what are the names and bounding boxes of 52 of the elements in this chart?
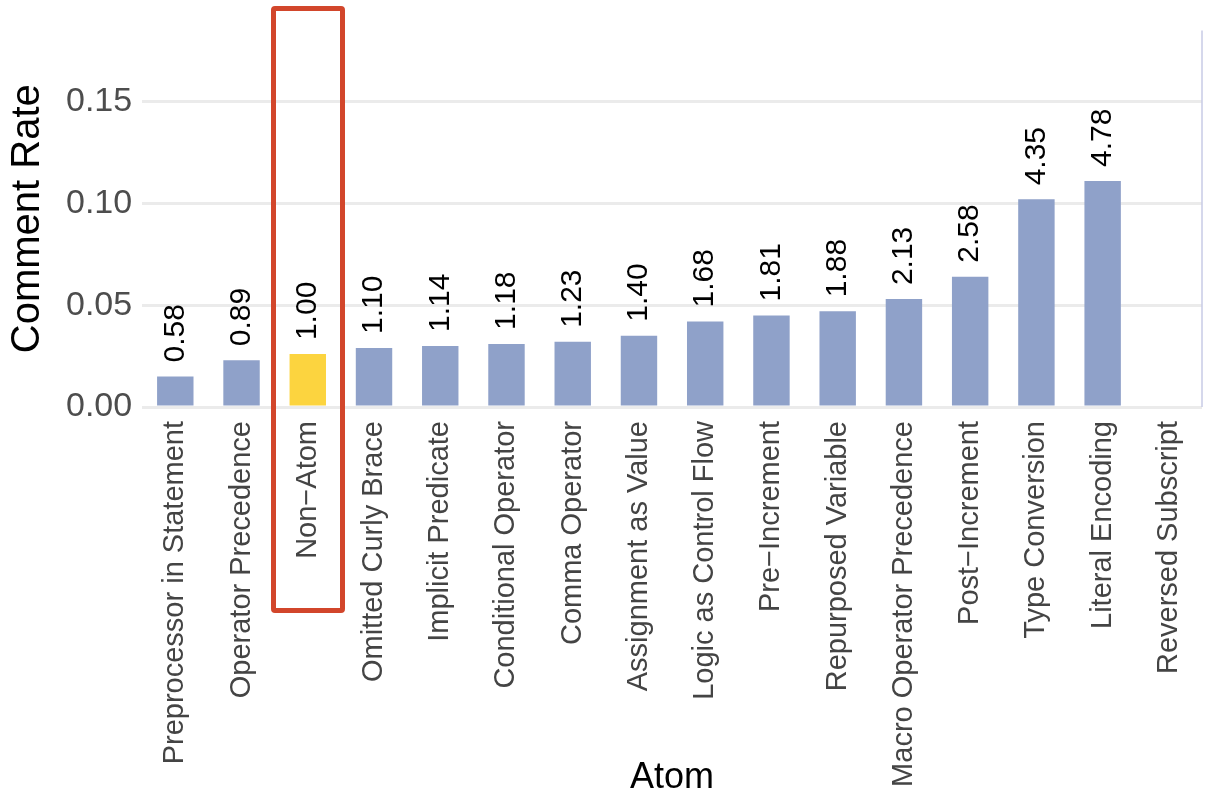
y-tick-label: 0.10: [65, 181, 133, 220]
x-axis-title: Atom: [630, 755, 715, 797]
x-tick-label: Post−Increment: [952, 421, 985, 625]
y-axis-title: Comment Rate: [3, 84, 48, 354]
annotation: 0.89: [222, 287, 256, 347]
bar: [1018, 199, 1055, 406]
x-tick-label: Operator Precedence: [223, 421, 256, 699]
bar: [1084, 181, 1121, 406]
annotation: 1.10: [355, 275, 389, 334]
annotation: 1.18: [487, 271, 521, 330]
bar: [289, 354, 326, 406]
bar: [554, 341, 591, 406]
bar: [951, 276, 989, 406]
annotation: 2.58: [951, 204, 985, 263]
bar: [620, 335, 658, 406]
x-tick-label: Literal Encoding: [1084, 421, 1117, 629]
x-tick-label: Omitted Curly Brace: [356, 421, 389, 683]
x-tick-label: Pre−Increment: [753, 421, 786, 613]
x-tick-label: Logic as Control Flow: [687, 419, 720, 700]
x-tick-label: Macro Operator Precedence: [885, 421, 918, 787]
annotation: 1.68: [686, 249, 720, 308]
bar: [686, 321, 724, 406]
bar: [355, 347, 393, 406]
x-tick-label: Assignment as Value: [620, 421, 653, 692]
annotation: 0.58: [156, 304, 190, 363]
annotation: 1.23: [554, 269, 587, 328]
x-tick-label: Preprocessor in Statement: [157, 421, 190, 765]
bar: [819, 311, 856, 406]
annotation: 4.78: [1083, 108, 1117, 168]
y-tick-label: 0.15: [65, 80, 133, 119]
x-tick-label: Non−Atom: [289, 421, 322, 559]
bar: [422, 345, 459, 406]
annotation: 2.13: [885, 226, 919, 286]
x-tick-label: Implicit Predicate: [422, 421, 455, 642]
annotation: 1.00: [289, 281, 323, 341]
y-tick-label: 0.05: [65, 283, 133, 322]
annotation: 4.35: [1017, 126, 1051, 186]
y-tick-label: 0.00: [65, 385, 133, 424]
x-tick-label: Comma Operator: [554, 420, 587, 646]
bar: [753, 315, 790, 406]
bar: [885, 299, 923, 406]
bar: [223, 360, 260, 406]
x-tick-label: Conditional Operator: [488, 420, 521, 689]
x-tick-label: Repurposed Variable: [819, 421, 852, 692]
bar: [488, 343, 525, 406]
annotation: 1.40: [620, 263, 654, 322]
annotation: 1.81: [752, 243, 786, 302]
annotation: 1.14: [421, 273, 455, 332]
bar: [157, 376, 194, 406]
x-tick-label: Type Conversion: [1018, 421, 1051, 639]
annotation: 1.88: [818, 238, 852, 298]
x-tick-label: Reversed Subscript: [1150, 421, 1183, 675]
